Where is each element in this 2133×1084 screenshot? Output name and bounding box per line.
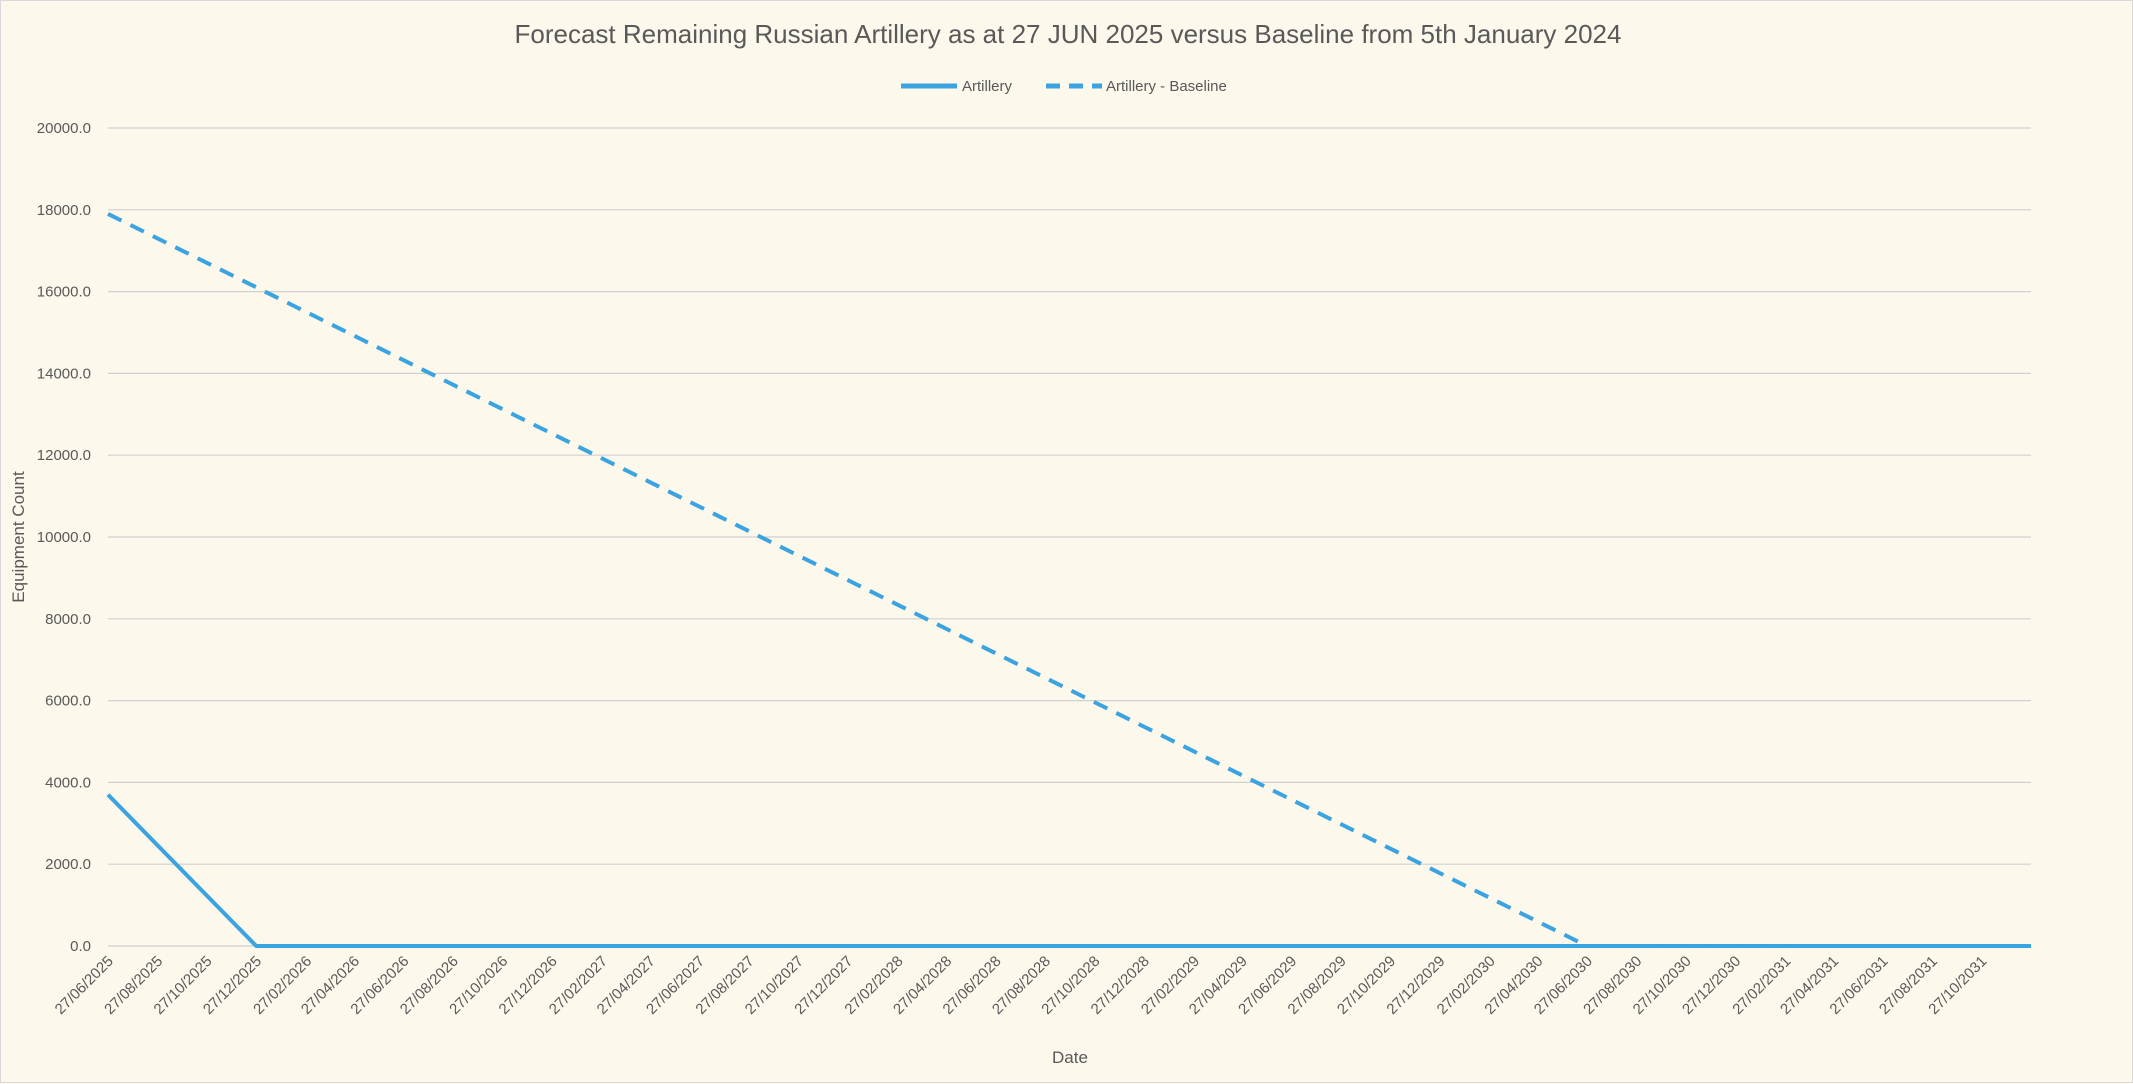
y-tick-label: 0.0 [70,938,91,955]
gridlines [108,128,2031,946]
legend-label-artillery: Artillery [962,78,1013,95]
y-axis-title: Equipment Count [9,471,28,603]
y-tick-label: 18000.0 [37,202,91,219]
y-tick-label: 16000.0 [37,284,91,301]
y-tick-label: 4000.0 [45,774,91,791]
chart-title: Forecast Remaining Russian Artillery as … [515,19,1622,49]
series-lines [108,214,2031,946]
legend-label-artillery-baseline: Artillery - Baseline [1106,78,1227,95]
y-tick-label: 6000.0 [45,693,91,710]
y-tick-label: 12000.0 [37,447,91,464]
y-tick-label: 10000.0 [37,529,91,546]
y-tick-label: 20000.0 [37,120,91,137]
y-axis-ticks: 0.0 2000.0 4000.0 6000.0 8000.0 10000.0 12000.… [37,120,91,955]
y-tick-label: 14000.0 [37,365,91,382]
series-line-artillery-baseline [108,214,2031,946]
series-line-artillery [108,795,2031,946]
legend: Artillery Artillery - Baseline [901,78,1227,95]
x-axis-ticks: 27/06/202527/08/202527/10/202527/12/2025… [52,953,1991,1018]
y-tick-label: 8000.0 [45,611,91,628]
x-axis-title: Date [1052,1048,1088,1067]
y-tick-label: 2000.0 [45,856,91,873]
